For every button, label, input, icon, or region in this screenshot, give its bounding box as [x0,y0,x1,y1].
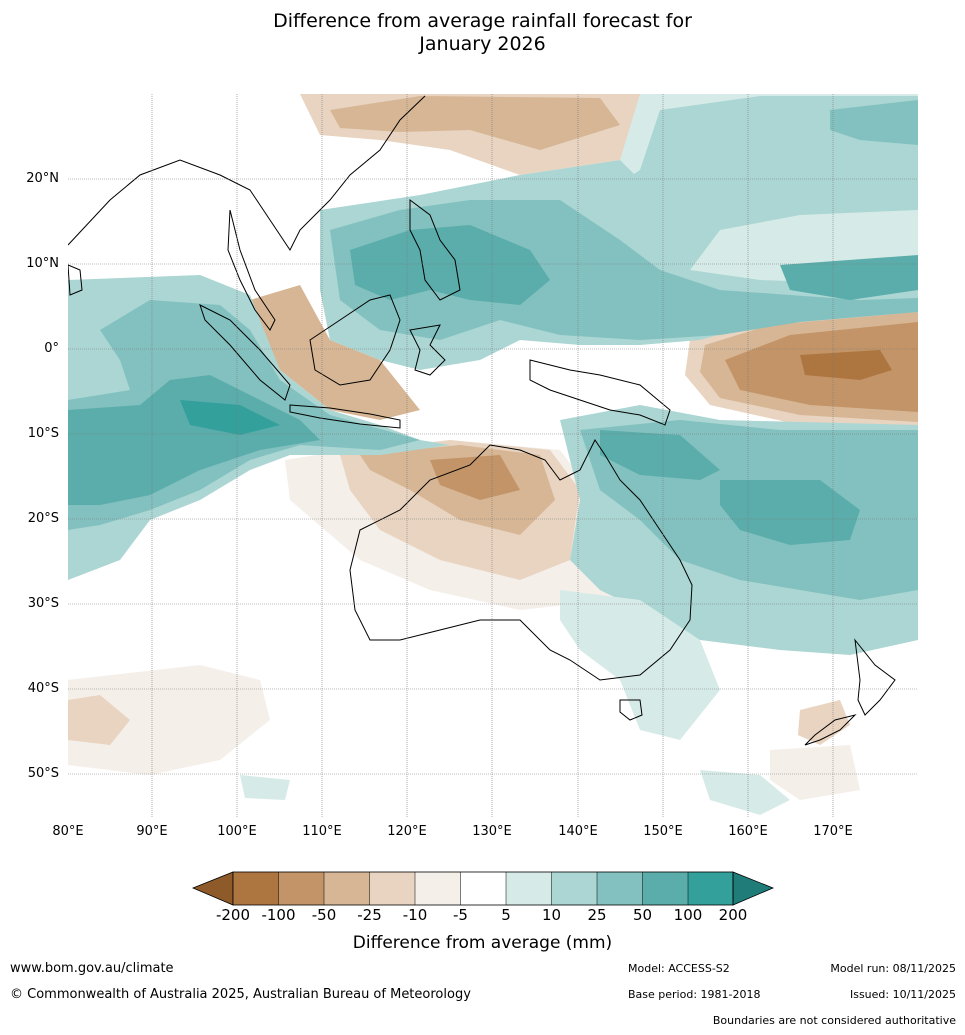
wet-zone-north-pacific-mid [580,96,918,300]
dry-zone-southern-ocean [68,665,270,775]
model-run-date: Model run: 08/11/2025 [830,962,956,975]
gridlines [68,94,918,817]
lat-label-0: 0° [44,341,59,356]
colorbar-dividers [278,872,689,905]
colorbar-swatch-10 [642,872,688,905]
lon-label-130e: 130°E [472,824,512,839]
colorbar [191,871,775,906]
lon-label-120e: 120°E [387,824,427,839]
colorbar-tick: -200 [215,906,251,924]
colorbar-tick: 50 [632,906,653,924]
australia-outline [349,439,693,681]
lat-label-50s: 50°S [27,766,59,781]
title-line-2: January 2026 [419,33,546,55]
lon-label-160e: 160°E [728,824,768,839]
new-guinea-outline [529,359,671,426]
colorbar-tick: 10 [541,906,562,924]
colorbar-swatch-4 [369,872,415,905]
colorbar-tick: -25 [357,906,382,924]
wet-zone-central-pacific [780,255,918,300]
lat-label-20s: 20°S [27,511,59,526]
malay-peninsula-outline [227,209,276,331]
wet-zone-coral-sea-core [600,430,720,480]
map-area [68,94,918,817]
sulawesi-outline [409,324,446,376]
lon-label-170e: 170°E [813,824,853,839]
colorbar-extend-low [191,871,234,906]
wet-zone-indian-ocean-core [68,375,320,505]
new-zealand-south-outline [804,714,857,746]
boundaries-disclaimer: Boundaries are not considered authoritat… [712,1014,956,1027]
colorbar-swatch-5 [415,872,461,905]
chart-title: Difference from average rainfall forecas… [0,10,965,56]
colorbar-swatch-6 [460,872,506,905]
colorbar-swatch-3 [324,872,370,905]
title-line-1: Difference from average rainfall forecas… [273,10,692,32]
colorbar-tick: -10 [402,906,428,924]
wet-zone-southern-ocean [240,775,290,800]
colorbar-tick: -50 [311,906,337,924]
wet-zone-philippines-core [350,225,550,305]
java-outline [289,404,401,429]
mainland-asia-outline [68,95,426,251]
colorbar-tick: 5 [501,906,511,924]
sri-lanka-outline [68,264,83,296]
colorbar-tick: 25 [587,906,607,924]
copyright-text: © Commonwealth of Australia 2025, Austra… [10,987,471,1002]
borneo-outline [309,294,401,386]
colorbar-swatch-2 [278,872,324,905]
lat-label-40s: 40°S [27,681,59,696]
dry-zone-west-pacific-core [800,350,892,380]
wet-zone-coral-sea-south [720,480,860,545]
colorbar-swatch-8 [551,872,597,905]
colorbar-tick: 100 [673,906,703,924]
lat-label-30s: 30°S [27,596,59,611]
wet-zone-tasman-sea [560,590,720,740]
colorbar-frame [232,871,734,906]
colorbar-swatch-1 [233,872,279,905]
colorbar-tick: -100 [261,906,296,924]
dry-zone-north-core [330,96,620,150]
new-zealand-north-outline [854,638,896,716]
issued-date: Issued: 10/11/2025 [849,988,956,1001]
model-name: Model: ACCESS-S2 [628,962,730,975]
colorbar-tick: 200 [718,906,748,924]
lon-label-100e: 100°E [217,824,257,839]
colorbar-swatch-9 [597,872,643,905]
website-link[interactable]: www.bom.gov.au/climate [10,961,174,976]
dry-zone-new-zealand [798,700,850,745]
lat-label-20n: 20°N [26,171,59,186]
sumatra-outline [199,304,291,401]
wet-zone-indian-ocean-peak [180,400,280,435]
wet-zone-north-pacific-core [830,100,918,145]
lat-label-10n: 10°N [26,256,59,271]
colorbar-tick: -5 [453,906,468,924]
tasmania-outline [619,699,643,721]
lon-label-80e: 80°E [52,824,84,839]
colorbar-swatch-11 [688,872,733,905]
philippines-outline [409,199,461,301]
dry-zone-north-australia-core [430,455,520,500]
dry-zone-southern-ocean-core [68,695,130,745]
lon-label-140e: 140°E [558,824,598,839]
dry-zone-borneo-java [250,285,420,420]
base-period: Base period: 1981-2018 [628,988,761,1001]
colorbar-label: Difference from average (mm) [352,933,613,953]
lat-label-10s: 10°S [27,426,59,441]
wet-zone-southern-ocean-east [700,770,790,815]
colorbar-extend-high [732,871,775,906]
lon-label-150e: 150°E [643,824,683,839]
colorbar-swatch-7 [506,872,552,905]
lon-label-110e: 110°E [302,824,342,839]
dry-zone-new-zealand-outer [770,745,860,800]
lon-label-90e: 90°E [136,824,168,839]
